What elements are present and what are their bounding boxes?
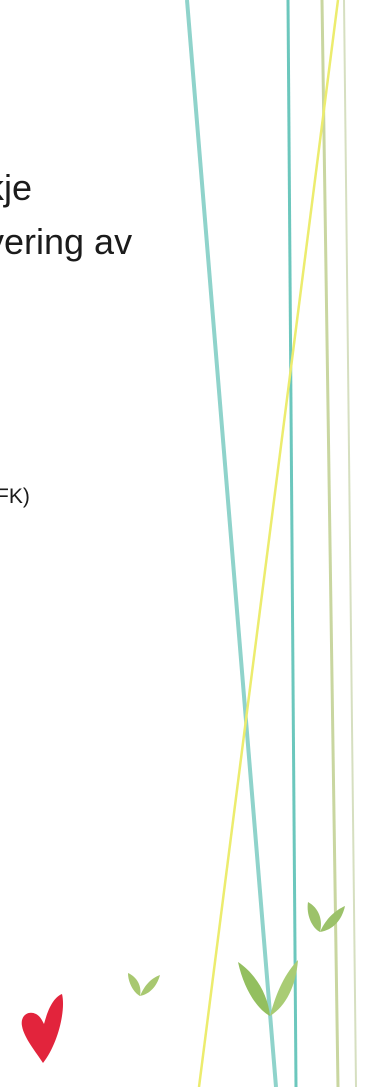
teal-diagonal-line <box>185 0 278 1087</box>
yellow-diagonal-line <box>197 0 340 1087</box>
slide-subtitle: FK) <box>0 485 30 508</box>
leaf-icon <box>307 902 345 932</box>
heart-icon <box>21 994 64 1063</box>
leaf-icon <box>238 960 298 1016</box>
teal-vertical-line <box>286 0 298 1087</box>
title-line: kje <box>0 167 33 208</box>
olive-vertical-line <box>320 0 340 1087</box>
title-line: vering av <box>0 221 133 262</box>
leaf-icon <box>128 973 160 996</box>
slide-title: kje vering av <box>0 161 306 269</box>
sage-vertical-line <box>343 0 357 1087</box>
